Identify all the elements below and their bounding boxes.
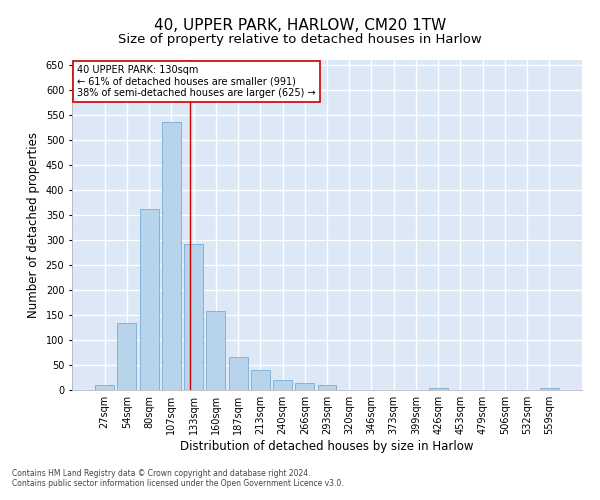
Bar — [540, 388, 559, 390]
Bar — [273, 380, 292, 390]
Text: Contains HM Land Registry data © Crown copyright and database right 2024.: Contains HM Land Registry data © Crown c… — [12, 468, 311, 477]
Text: Contains public sector information licensed under the Open Government Licence v3: Contains public sector information licen… — [12, 478, 344, 488]
Bar — [251, 370, 270, 390]
Bar — [295, 382, 314, 390]
Text: 40, UPPER PARK, HARLOW, CM20 1TW: 40, UPPER PARK, HARLOW, CM20 1TW — [154, 18, 446, 32]
Y-axis label: Number of detached properties: Number of detached properties — [27, 132, 40, 318]
Text: 40 UPPER PARK: 130sqm
← 61% of detached houses are smaller (991)
38% of semi-det: 40 UPPER PARK: 130sqm ← 61% of detached … — [77, 65, 316, 98]
Bar — [229, 356, 248, 390]
Bar — [140, 209, 158, 390]
Text: Size of property relative to detached houses in Harlow: Size of property relative to detached ho… — [118, 32, 482, 46]
Bar — [317, 385, 337, 390]
Bar — [184, 244, 203, 390]
Bar — [118, 322, 136, 390]
Bar — [206, 311, 225, 390]
Bar — [429, 388, 448, 390]
Bar — [162, 122, 181, 390]
Bar — [95, 385, 114, 390]
X-axis label: Distribution of detached houses by size in Harlow: Distribution of detached houses by size … — [180, 440, 474, 453]
